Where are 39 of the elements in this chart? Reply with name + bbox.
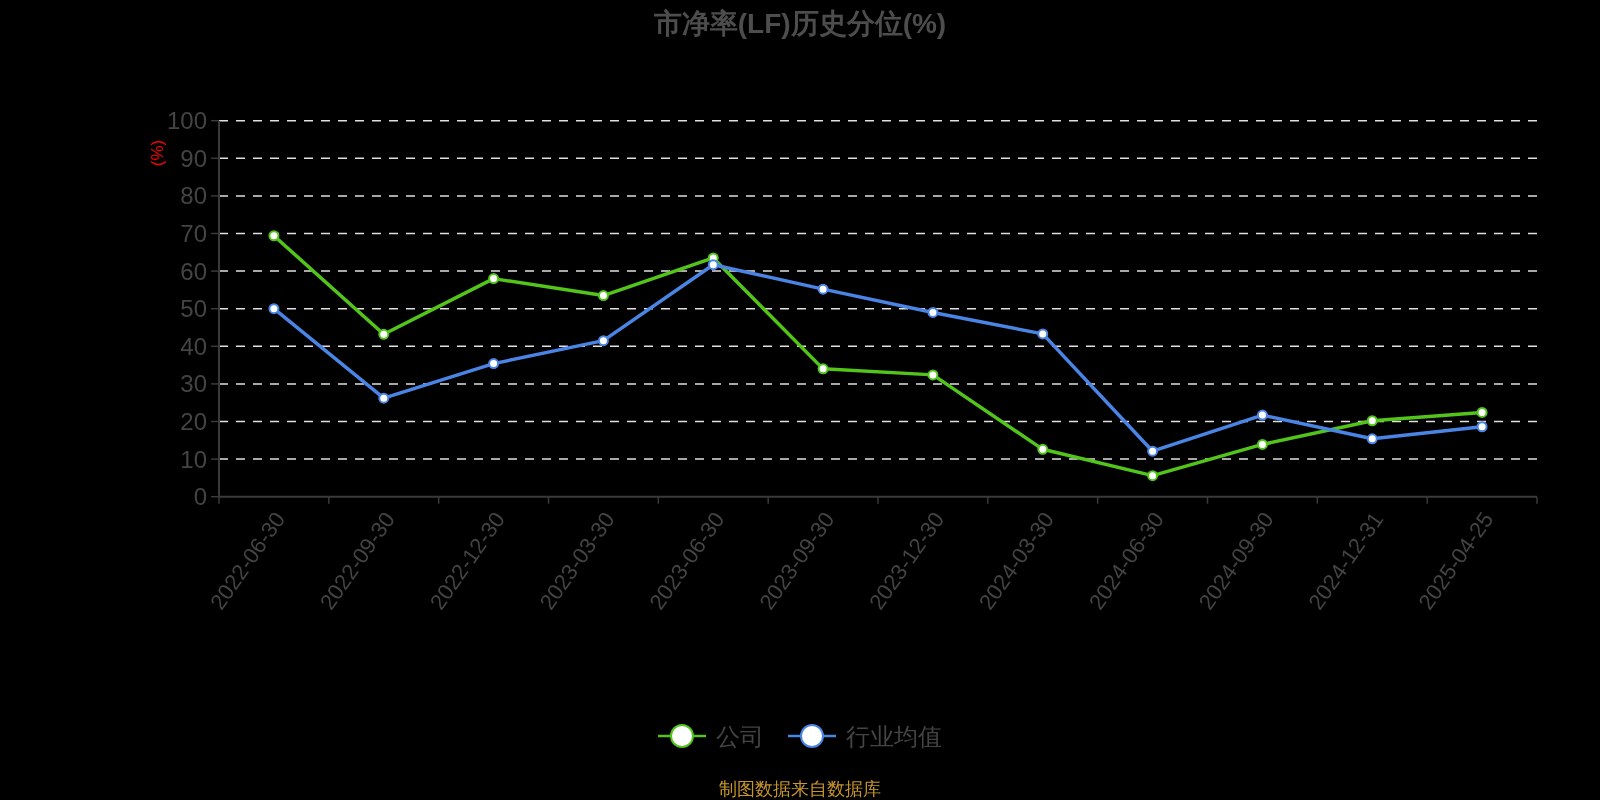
- point: [378, 392, 390, 404]
- point: [817, 363, 829, 375]
- y-tick-label: 60: [180, 257, 207, 285]
- point: [707, 259, 719, 271]
- y-axis-title: (%): [147, 139, 167, 167]
- point: [488, 273, 500, 285]
- y-tick-label: 100: [166, 107, 207, 135]
- y-tick-label: 10: [180, 445, 207, 473]
- y-tick-label: 40: [180, 332, 207, 360]
- y-tick-label: 70: [180, 220, 207, 247]
- point: [597, 335, 609, 347]
- legend-label: 公司: [716, 722, 764, 750]
- y-tick-label: 20: [180, 408, 207, 435]
- point: [597, 290, 609, 302]
- point: [1147, 445, 1159, 457]
- point: [488, 358, 500, 370]
- y-tick-label: 80: [180, 182, 207, 210]
- y-tick-label: 50: [180, 295, 207, 323]
- point: [1147, 470, 1159, 482]
- point: [1256, 438, 1268, 450]
- point: [1366, 415, 1378, 427]
- y-tick-label: 0: [193, 483, 207, 511]
- point: [268, 230, 280, 242]
- point: [817, 283, 829, 295]
- y-tick-label: 90: [180, 144, 207, 172]
- point: [1366, 433, 1378, 445]
- point: [378, 328, 390, 340]
- chart-title: 市净率(LF)历史分位(%): [652, 8, 947, 39]
- point: [927, 369, 939, 381]
- point: [1476, 406, 1488, 418]
- y-tick-label: 30: [180, 370, 207, 398]
- point: [927, 306, 939, 318]
- point: [1476, 421, 1488, 433]
- point: [1256, 409, 1268, 421]
- text: 制图数据来自数据库: [719, 779, 881, 799]
- point: [1037, 443, 1049, 455]
- point: [1037, 328, 1049, 340]
- legend-label: 行业均值: [846, 722, 942, 750]
- point: [268, 303, 280, 315]
